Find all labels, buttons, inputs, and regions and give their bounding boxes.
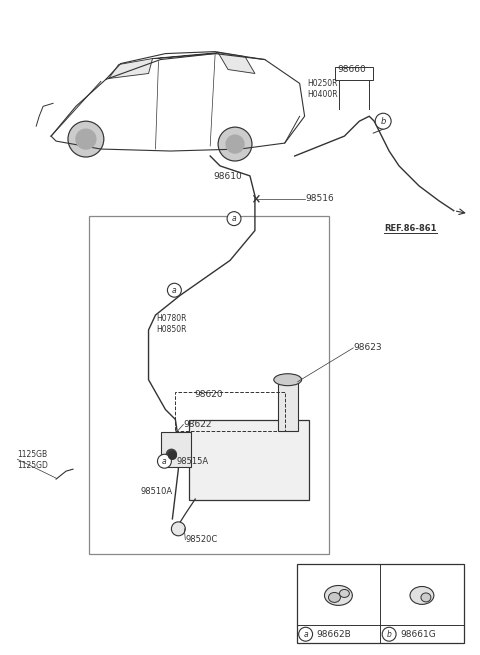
- Text: 98520C: 98520C: [185, 535, 217, 544]
- Circle shape: [68, 121, 104, 157]
- FancyBboxPatch shape: [161, 432, 192, 467]
- Text: H0780R: H0780R: [156, 314, 187, 322]
- Text: 98623: 98623: [353, 343, 382, 352]
- Text: 98510A: 98510A: [141, 487, 173, 496]
- Circle shape: [76, 129, 96, 149]
- Text: 98660: 98660: [337, 65, 366, 74]
- FancyBboxPatch shape: [189, 421, 309, 500]
- Circle shape: [218, 127, 252, 161]
- Polygon shape: [218, 52, 255, 73]
- Circle shape: [299, 627, 312, 641]
- Bar: [175, 392, 285, 432]
- Text: a: a: [172, 286, 177, 295]
- Circle shape: [382, 627, 396, 641]
- Text: 98515A: 98515A: [176, 457, 208, 466]
- Text: H0400R: H0400R: [308, 90, 338, 99]
- Text: 98610: 98610: [214, 172, 242, 181]
- Text: H0250R: H0250R: [308, 79, 338, 88]
- Text: 1125GD: 1125GD: [17, 460, 48, 470]
- Text: 98516: 98516: [306, 195, 335, 203]
- Text: a: a: [162, 457, 167, 466]
- Circle shape: [171, 522, 185, 536]
- Text: b: b: [381, 117, 386, 126]
- Bar: [89, 215, 329, 553]
- Ellipse shape: [274, 374, 301, 386]
- Circle shape: [226, 135, 244, 153]
- Circle shape: [168, 451, 176, 459]
- Text: 98661G: 98661G: [400, 629, 436, 639]
- Polygon shape: [153, 52, 218, 58]
- Circle shape: [167, 449, 176, 459]
- Text: a: a: [303, 629, 308, 639]
- Ellipse shape: [410, 586, 434, 605]
- Bar: [278, 380, 298, 432]
- Ellipse shape: [324, 586, 352, 605]
- Text: 98620: 98620: [194, 390, 223, 399]
- Text: 98662B: 98662B: [316, 629, 351, 639]
- Circle shape: [375, 113, 391, 129]
- Bar: [297, 563, 464, 643]
- Polygon shape: [109, 58, 153, 79]
- Ellipse shape: [421, 593, 431, 602]
- Bar: [336, 67, 373, 81]
- Text: 98622: 98622: [183, 420, 212, 429]
- Text: b: b: [387, 629, 392, 639]
- Text: 1125GB: 1125GB: [17, 450, 48, 458]
- Text: REF.86-861: REF.86-861: [384, 224, 437, 233]
- Circle shape: [227, 212, 241, 225]
- Ellipse shape: [339, 590, 349, 597]
- Text: a: a: [232, 214, 236, 223]
- Circle shape: [168, 283, 181, 297]
- Text: H0850R: H0850R: [156, 326, 187, 335]
- Ellipse shape: [328, 593, 340, 603]
- Circle shape: [157, 455, 171, 468]
